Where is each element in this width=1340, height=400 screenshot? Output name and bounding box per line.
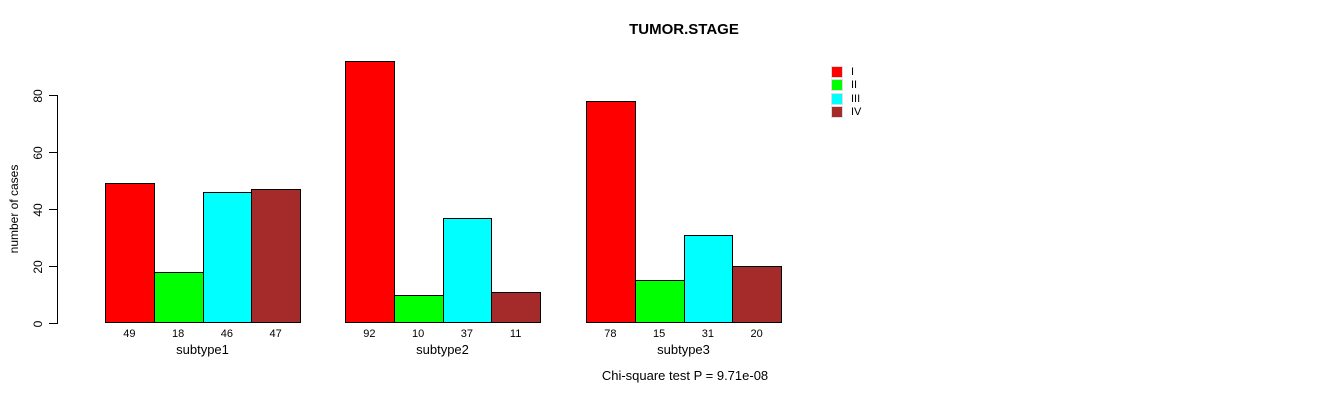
chi-square-annotation: Chi-square test P = 9.71e-08 <box>601 368 769 383</box>
legend-label-II: II <box>851 79 858 92</box>
bar-subtype2-stage-III <box>442 217 493 323</box>
bar-subtype1-stage-IV <box>251 189 301 323</box>
bar-subtype2-stage-IV <box>491 291 541 323</box>
bar-subtype3-stage-III <box>683 234 734 323</box>
group-label-subtype2: subtype2 <box>416 342 469 357</box>
bar-subtype2-stage-I <box>345 60 395 323</box>
y-tick-mark <box>49 95 57 96</box>
bar-value-label: 31 <box>701 328 714 340</box>
y-tick-label: 0 <box>31 320 45 327</box>
y-tick-label: 40 <box>31 202 45 217</box>
y-axis-line <box>57 95 58 324</box>
legend-label-I: I <box>851 66 855 78</box>
bar-value-label: 10 <box>412 328 425 340</box>
bar-value-label: 92 <box>363 328 376 340</box>
legend-swatch-III <box>831 92 843 105</box>
bar-value-label: 18 <box>172 328 185 340</box>
bar-subtype1-stage-II <box>153 271 204 323</box>
bar-subtype1-stage-I <box>105 183 155 323</box>
legend-label-III: III <box>851 92 861 105</box>
y-tick-label: 20 <box>31 259 45 274</box>
bar-subtype3-stage-II <box>634 280 685 323</box>
bar-value-label: 78 <box>604 328 617 340</box>
y-axis-label: number of cases <box>7 164 21 254</box>
bar-value-label: 20 <box>750 328 763 340</box>
bar-subtype3-stage-IV <box>732 266 782 323</box>
group-label-subtype3: subtype3 <box>657 342 710 357</box>
bar-value-label: 46 <box>220 328 233 340</box>
legend-label-IV: IV <box>851 105 862 118</box>
bar-value-label: 49 <box>123 328 136 340</box>
y-tick-label: 60 <box>31 145 45 160</box>
bar-value-label: 11 <box>509 328 522 340</box>
bar-subtype1-stage-III <box>202 191 253 323</box>
legend-swatch-I <box>831 66 843 78</box>
bar-value-label: 37 <box>460 328 473 340</box>
y-tick-mark <box>49 209 57 210</box>
group-label-subtype1: subtype1 <box>176 342 229 357</box>
bar-value-label: 47 <box>269 328 282 340</box>
bar-subtype2-stage-II <box>393 294 444 323</box>
y-tick-mark <box>49 266 57 267</box>
chart-title: TUMOR.STAGE <box>629 21 739 38</box>
legend-swatch-II <box>831 79 843 92</box>
legend-swatch-IV <box>831 105 843 118</box>
y-tick-mark <box>49 323 57 324</box>
bar-value-label: 15 <box>653 328 666 340</box>
bar-subtype3-stage-I <box>586 100 636 323</box>
y-tick-label: 80 <box>31 88 45 103</box>
y-tick-mark <box>49 152 57 153</box>
